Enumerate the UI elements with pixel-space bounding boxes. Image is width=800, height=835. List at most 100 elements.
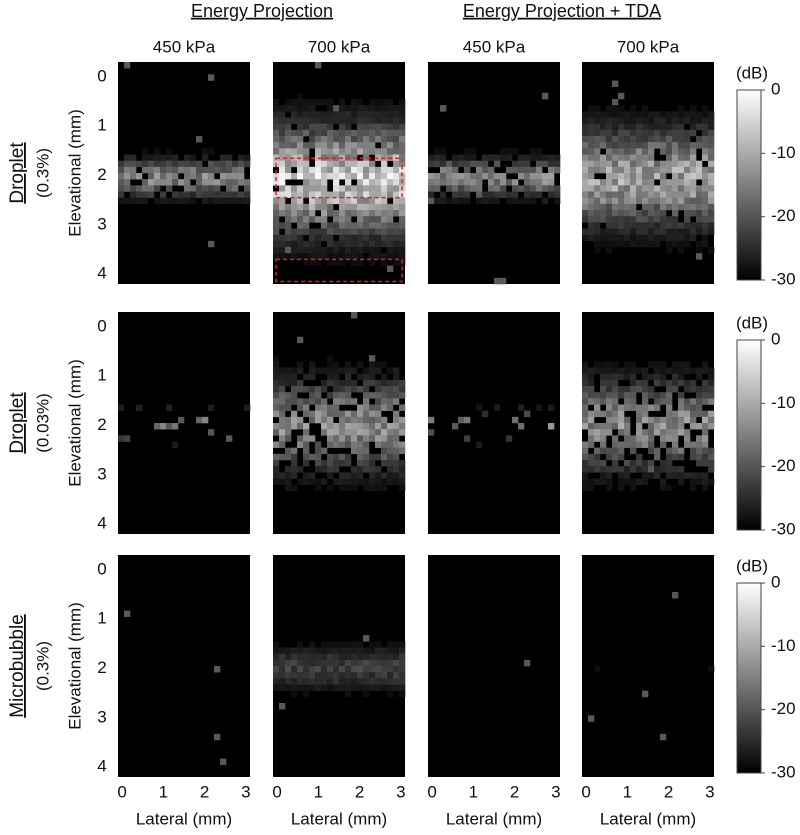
speckle <box>588 398 595 405</box>
speckle <box>285 647 292 654</box>
speckle <box>636 210 643 217</box>
speckle <box>399 416 406 424</box>
speckle <box>285 472 292 479</box>
speckle <box>309 472 316 479</box>
speckle <box>654 361 661 368</box>
speckle <box>208 148 215 155</box>
speckle <box>309 210 316 217</box>
speckle <box>606 386 613 393</box>
speckle <box>672 160 679 168</box>
speckle <box>618 478 625 485</box>
speckle <box>588 410 595 418</box>
speckle <box>297 203 304 211</box>
speckle <box>273 123 280 131</box>
speckle <box>696 435 703 442</box>
speckle <box>357 435 364 442</box>
speckle <box>375 423 382 430</box>
speckle <box>600 466 607 473</box>
speckle <box>594 367 601 374</box>
speckle <box>387 398 394 405</box>
speckle <box>654 173 661 180</box>
speckle <box>690 210 697 217</box>
speckle <box>273 210 280 217</box>
speckle <box>618 228 625 235</box>
speckle <box>600 379 607 387</box>
speckle <box>327 148 334 155</box>
speckle <box>678 392 685 399</box>
speckle <box>118 191 125 198</box>
speckle <box>678 453 685 461</box>
speckle <box>160 173 167 180</box>
speckle <box>273 253 280 260</box>
speckle <box>333 659 340 667</box>
speckle <box>375 666 382 673</box>
speckle <box>297 222 304 229</box>
speckle <box>351 416 358 424</box>
speckle <box>363 447 370 455</box>
speckle <box>654 191 661 198</box>
speckle <box>309 185 316 192</box>
speckle <box>309 398 316 405</box>
speckle <box>387 392 394 399</box>
speckle <box>446 160 453 168</box>
speckle <box>369 160 376 168</box>
speckle <box>303 373 310 381</box>
speckle <box>327 666 334 673</box>
speckle <box>606 216 613 223</box>
speckle <box>630 136 637 143</box>
speckle <box>273 478 280 485</box>
speckle <box>642 441 649 448</box>
speckle <box>333 148 340 155</box>
speckle <box>594 240 601 248</box>
speckle <box>333 386 340 393</box>
image-panel <box>582 312 715 534</box>
speckle <box>660 441 667 448</box>
speckle <box>369 678 376 685</box>
speckle <box>690 404 697 411</box>
speckle <box>118 435 125 442</box>
speckle <box>612 416 619 424</box>
speckle <box>500 191 507 198</box>
speckle <box>630 361 637 368</box>
speckle <box>220 197 227 205</box>
speckle <box>381 386 388 393</box>
speckle <box>357 447 364 455</box>
speckle <box>660 373 667 381</box>
speckle <box>381 111 388 118</box>
speckle <box>666 234 673 242</box>
image-panel <box>273 62 406 284</box>
colorbar-tick-label: -30 <box>771 519 796 538</box>
speckle <box>381 203 388 211</box>
speckle <box>600 234 607 242</box>
row-sublabel: (0.03%) <box>33 393 52 453</box>
speckle <box>309 684 316 691</box>
speckle <box>303 659 310 667</box>
speckle <box>333 154 340 161</box>
speckle <box>345 460 352 467</box>
speckle <box>672 203 679 211</box>
speckle <box>345 148 352 155</box>
speckle <box>279 379 286 387</box>
speckle <box>594 423 601 430</box>
speckle <box>369 185 376 192</box>
speckle <box>696 197 703 205</box>
speckle <box>148 166 155 174</box>
speckle <box>297 641 304 648</box>
speckle <box>142 160 149 168</box>
speckle <box>387 453 394 461</box>
speckle <box>333 361 340 368</box>
speckle <box>291 416 298 424</box>
speckle <box>690 410 697 418</box>
speckle <box>588 234 595 242</box>
speckle <box>273 441 280 448</box>
speckle <box>393 416 400 424</box>
speckle <box>399 228 406 235</box>
speckle <box>387 228 394 235</box>
speckle <box>363 478 370 485</box>
speckle <box>291 191 298 198</box>
speckle <box>654 160 661 168</box>
speckle <box>588 123 595 131</box>
speckle <box>279 672 286 679</box>
speckle <box>708 117 715 124</box>
speckle <box>642 160 649 168</box>
